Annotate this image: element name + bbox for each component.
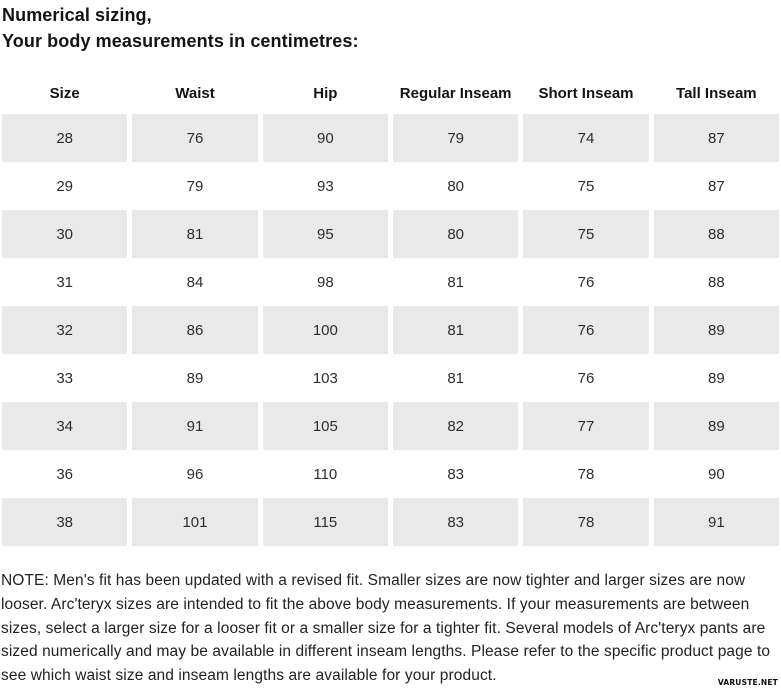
- page-title: Numerical sizing, Your body measurements…: [0, 0, 781, 54]
- table-cell: 83: [447, 465, 464, 483]
- table-cell: 30: [2, 210, 128, 258]
- table-cell: 33: [56, 369, 73, 387]
- table-body: 28 76 90 79 74 87 29 79 93 80 75 87 30 8…: [0, 114, 781, 546]
- table-cell: 86: [132, 306, 258, 354]
- column-header-waist: Waist: [175, 84, 215, 102]
- size-table: Size Waist Hip Regular Inseam Short Inse…: [0, 72, 781, 546]
- table-cell: 36: [56, 465, 73, 483]
- table-header-row: Size Waist Hip Regular Inseam Short Inse…: [0, 72, 781, 114]
- table-cell: 89: [653, 402, 779, 450]
- table-row: 30 81 95 80 75 88: [0, 210, 781, 258]
- table-cell: 28: [2, 114, 128, 162]
- table-cell: 87: [653, 114, 779, 162]
- table-cell: 88: [707, 273, 725, 291]
- table-cell: 100: [262, 306, 388, 354]
- table-cell: 76: [577, 273, 595, 291]
- table-cell: 95: [262, 210, 388, 258]
- table-row: 34 91 105 82 77 89: [0, 402, 781, 450]
- table-cell: 74: [523, 114, 649, 162]
- table-cell: 89: [653, 306, 779, 354]
- table-cell: 101: [132, 498, 258, 546]
- column-header-short-inseam: Short Inseam: [538, 84, 634, 102]
- table-cell: 34: [2, 402, 128, 450]
- table-cell: 110: [313, 465, 338, 483]
- table-cell: 84: [186, 273, 204, 291]
- table-cell: 89: [707, 369, 725, 387]
- table-row: 32 86 100 81 76 89: [0, 306, 781, 354]
- table-cell: 79: [393, 114, 519, 162]
- table-cell: 103: [312, 369, 338, 387]
- table-cell: 89: [186, 369, 204, 387]
- table-cell: 98: [316, 273, 334, 291]
- table-row: 33 89 103 81 76 89: [0, 354, 781, 402]
- table-cell: 83: [393, 498, 519, 546]
- table-cell: 81: [132, 210, 258, 258]
- table-cell: 76: [523, 306, 649, 354]
- table-cell: 75: [577, 177, 595, 195]
- table-cell: 93: [316, 177, 334, 195]
- table-cell: 38: [2, 498, 128, 546]
- table-row: 38 101 115 83 78 91: [0, 498, 781, 546]
- table-cell: 105: [262, 402, 388, 450]
- table-cell: 31: [56, 273, 73, 291]
- table-cell: 81: [393, 306, 519, 354]
- page-title-line1: Numerical sizing,: [2, 5, 152, 25]
- fit-note-text: NOTE: Men's fit has been updated with a …: [1, 572, 771, 685]
- table-cell: 91: [653, 498, 779, 546]
- table-cell: 90: [262, 114, 388, 162]
- table-cell: 80: [393, 210, 519, 258]
- table-cell: 76: [132, 114, 258, 162]
- column-header-tall-inseam: Tall Inseam: [676, 84, 757, 102]
- table-cell: 115: [262, 498, 388, 546]
- table-cell: 78: [577, 465, 595, 483]
- table-row: 36 96 110 83 78 90: [0, 450, 781, 498]
- table-cell: 81: [447, 369, 464, 387]
- table-cell: 77: [523, 402, 649, 450]
- table-cell: 81: [447, 273, 464, 291]
- column-header-hip: Hip: [313, 84, 338, 102]
- table-cell: 87: [707, 177, 725, 195]
- table-row: 28 76 90 79 74 87: [0, 114, 781, 162]
- table-cell: 75: [523, 210, 649, 258]
- varuste-net-watermark: VARUSTE.NET: [717, 678, 778, 687]
- table-cell: 80: [447, 177, 464, 195]
- table-cell: 79: [186, 177, 204, 195]
- table-cell: 96: [186, 465, 204, 483]
- table-cell: 90: [707, 465, 725, 483]
- table-cell: 29: [56, 177, 73, 195]
- table-row: 29 79 93 80 75 87: [0, 162, 781, 210]
- column-header-size: Size: [49, 84, 80, 102]
- table-row: 31 84 98 81 76 88: [0, 258, 781, 306]
- table-cell: 91: [132, 402, 258, 450]
- table-cell: 32: [2, 306, 128, 354]
- page-title-line2: Your body measurements in centimetres:: [2, 31, 359, 51]
- table-cell: 82: [393, 402, 519, 450]
- table-cell: 76: [577, 369, 595, 387]
- table-cell: 88: [653, 210, 779, 258]
- table-cell: 78: [523, 498, 649, 546]
- column-header-regular-inseam: Regular Inseam: [399, 84, 512, 102]
